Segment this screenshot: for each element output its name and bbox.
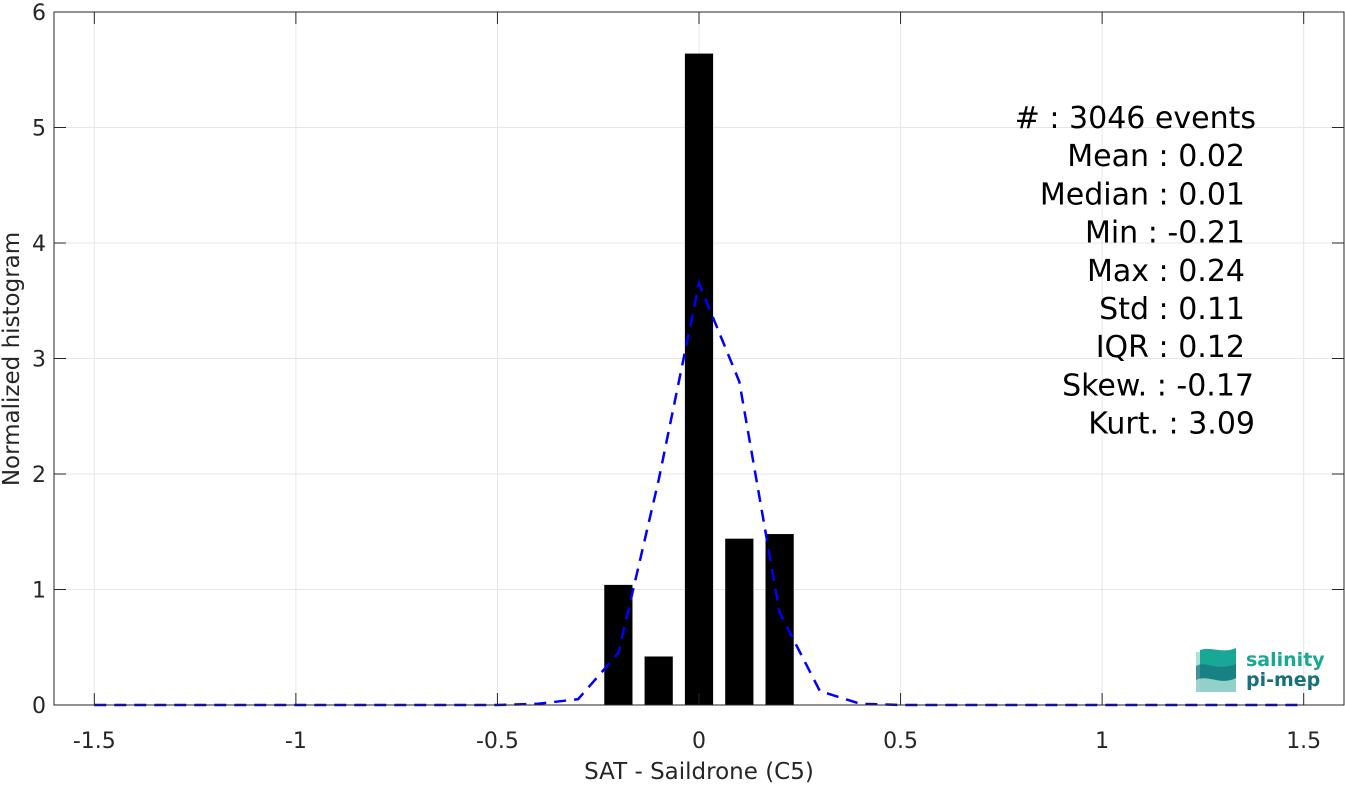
x-tick-label: -1 xyxy=(285,729,307,754)
x-tick-label: 1.5 xyxy=(1286,729,1321,754)
histogram-bar xyxy=(765,534,794,705)
stat-line: Mean : 0.02 xyxy=(1067,139,1245,174)
y-tick-label: 0 xyxy=(32,694,46,719)
stat-line: Min : -0.21 xyxy=(1085,216,1245,251)
histogram-bar xyxy=(644,656,673,705)
y-tick-label: 4 xyxy=(32,232,46,257)
bar-series xyxy=(604,53,794,705)
x-tick-label: 0.5 xyxy=(883,729,918,754)
stat-line: Kurt. : 3.09 xyxy=(1088,407,1255,442)
stat-line: Skew. : -0.17 xyxy=(1062,368,1254,403)
x-tick-labels: -1.5 -1 -0.5 0 0.5 1 1.5 xyxy=(73,729,1321,754)
stat-line: Max : 0.24 xyxy=(1087,254,1245,289)
histogram-bar xyxy=(604,584,633,705)
y-tick-label: 3 xyxy=(32,348,46,373)
histogram-bar xyxy=(725,538,754,705)
y-axis-label: Normalized histogram xyxy=(0,232,25,486)
x-tick-label: 0 xyxy=(692,729,706,754)
x-tick-label: 1 xyxy=(1095,729,1109,754)
histogram-bar xyxy=(684,53,714,705)
stat-line: Std : 0.11 xyxy=(1099,292,1245,327)
wave-logo-icon xyxy=(1196,648,1236,692)
x-tick-label: -1.5 xyxy=(73,729,116,754)
y-tick-label: 2 xyxy=(32,463,46,488)
tick-marks xyxy=(54,11,1344,706)
logo-text-salinity: salinity xyxy=(1246,649,1325,671)
y-tick-label: 5 xyxy=(32,117,46,142)
x-tick-label: -0.5 xyxy=(476,729,519,754)
y-tick-label: 1 xyxy=(32,579,46,604)
salinity-pimep-logo: salinity pi-mep xyxy=(1196,648,1325,692)
logo-text-pimep: pi-mep xyxy=(1246,669,1320,691)
y-tick-label: 6 xyxy=(32,1,46,26)
y-tick-labels: 0 1 2 3 4 5 6 xyxy=(32,1,46,719)
stat-line: Median : 0.01 xyxy=(1040,177,1245,212)
stat-line: IQR : 0.12 xyxy=(1096,330,1245,365)
x-axis-label: SAT - Saildrone (C5) xyxy=(584,759,814,785)
stat-line: # : 3046 events xyxy=(1015,101,1256,136)
